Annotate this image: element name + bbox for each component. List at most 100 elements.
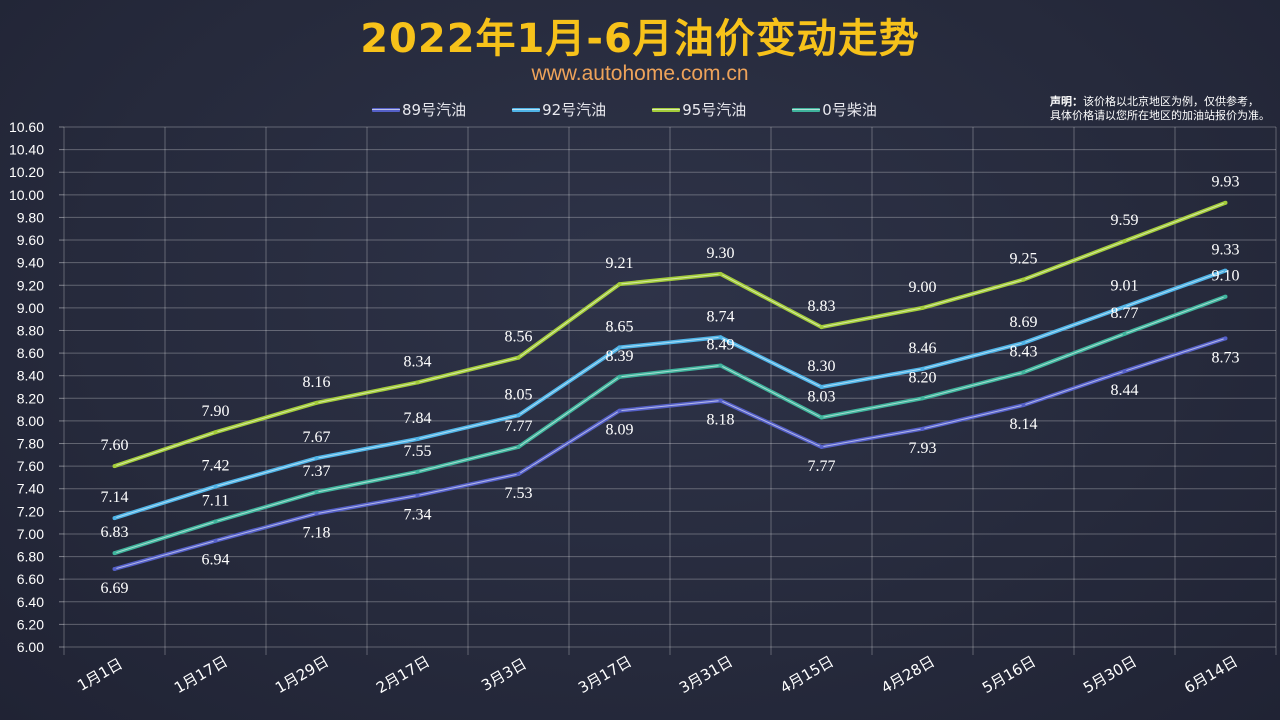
data-label: 8.77 [1111,305,1139,322]
data-label: 9.93 [1212,174,1240,191]
y-tick-label: 6.40 [17,594,44,610]
data-point [1021,277,1026,282]
data-label: 8.05 [505,386,533,403]
legend: 89号汽油 92号汽油 95号汽油 0号柴油 [372,99,877,120]
data-point [617,374,622,379]
data-label: 9.25 [1010,251,1038,268]
y-tick-label: 9.40 [17,255,44,271]
data-point [516,413,521,418]
data-point [718,271,723,276]
data-point [415,380,420,385]
y-tick-label: 7.60 [17,458,44,474]
x-tick-label: 2月17日 [373,652,433,697]
data-point [112,464,117,469]
data-point [920,305,925,310]
data-label: 8.03 [808,389,836,406]
legend-item: 92号汽油 [512,99,606,120]
data-point [112,551,117,556]
data-label: 8.49 [707,337,735,354]
series-line-highlight [114,270,1226,519]
data-label: 7.14 [101,489,129,506]
data-point [920,396,925,401]
data-point [213,519,218,524]
data-label: 7.34 [404,507,432,524]
data-point [516,472,521,477]
legend-swatch [512,107,541,112]
data-point [112,516,117,521]
series-2: 7.60 7.90 8.16 8.34 8.56 9.21 9.30 8.83 9.00 9.25… [101,174,1240,469]
x-tick-label: 6月14日 [1181,652,1241,697]
data-label: 8.83 [808,298,836,315]
x-tick-label: 3月3日 [478,655,530,695]
data-point [1223,268,1228,273]
data-label: 7.77 [505,418,533,435]
data-point [213,430,218,435]
data-label: 8.39 [606,348,634,365]
data-label: 7.77 [808,458,836,475]
data-label: 7.53 [505,485,533,502]
data-point [314,511,319,516]
data-point [819,325,824,330]
data-point [617,408,622,413]
y-tick-label: 10.60 [9,119,44,135]
x-tick-label: 3月17日 [575,652,635,697]
data-label: 8.44 [1111,382,1139,399]
data-point [1223,200,1228,205]
data-point [314,400,319,405]
data-point [314,456,319,461]
data-point [819,444,824,449]
data-point [1122,304,1127,309]
data-label: 7.90 [202,403,230,420]
y-tick-label: 9.20 [17,277,44,293]
data-label: 9.10 [1212,268,1240,285]
legend-label: 0号柴油 [822,101,877,119]
y-tick-label: 9.60 [17,232,44,248]
legend-label: 89号汽油 [402,101,467,119]
disclaimer-line1: 该价格以北京地区为例，仅供参考， [1083,95,1259,108]
x-tick-label: 1月1日 [74,655,126,695]
data-point [718,335,723,340]
y-tick-label: 9.80 [17,209,44,225]
data-label: 7.37 [303,463,331,480]
legend-label: 95号汽油 [682,101,747,119]
data-label: 6.69 [101,580,129,597]
data-point [1122,331,1127,336]
data-label: 8.18 [707,412,735,429]
x-tick-label: 5月30日 [1080,652,1140,697]
data-point [819,415,824,420]
disclaimer-label: 声明： [1050,95,1083,108]
legend-swatch [372,107,400,112]
data-label: 9.30 [707,245,735,262]
legend-swatch [652,107,681,112]
data-point [516,444,521,449]
disclaimer-note: 声明：该价格以北京地区为例，仅供参考， 具体价格请以您所在地区的加油站报价为准。 [1050,95,1270,123]
x-tick-label: 4月28日 [878,652,938,697]
chart-title: 2022年1月-6月油价变动走势 [360,16,920,62]
data-label: 7.55 [404,443,432,460]
y-tick-label: 9.00 [17,300,44,316]
data-point [314,490,319,495]
data-label: 8.20 [909,369,937,386]
legend-item: 0号柴油 [792,99,877,120]
series-line-highlight [114,337,1226,570]
y-tick-label: 7.00 [17,526,44,542]
data-label: 7.18 [303,525,331,542]
x-tick-label: 3月31日 [676,652,736,697]
data-label: 9.01 [1111,278,1139,295]
data-label: 8.74 [707,308,735,325]
data-label: 8.69 [1010,314,1038,331]
data-label: 8.09 [606,422,634,439]
data-point [213,538,218,543]
data-point [819,385,824,389]
y-tick-label: 8.80 [17,322,44,338]
series-line-highlight [114,202,1226,467]
data-label: 8.56 [505,329,533,346]
data-label: 8.16 [303,374,331,391]
data-label: 9.33 [1212,242,1240,259]
data-label: 7.11 [202,493,229,510]
data-label: 7.93 [909,440,937,457]
data-label: 7.60 [101,437,129,454]
legend-swatch [792,107,821,112]
data-label: 6.83 [101,524,129,541]
